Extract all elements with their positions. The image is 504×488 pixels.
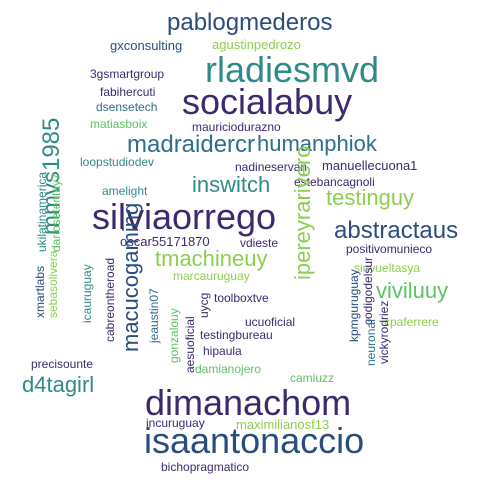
- word-matiasboix: matiasboix: [90, 117, 148, 131]
- word-dariosetentay7: dariosetentay7: [49, 173, 63, 252]
- word-isaantonaccio: isaantonaccio: [144, 420, 365, 461]
- word-gonzalouy: gonzalouy: [167, 308, 181, 363]
- word-sebasolivera: sebasolivera: [46, 250, 60, 318]
- word-fabihercuti: fabihercuti: [100, 85, 156, 99]
- word-kpmguruguay: kpmguruguay: [347, 269, 361, 342]
- word-damianojero: damianojero: [195, 362, 262, 376]
- word-positivomunieco: positivomunieco: [346, 242, 433, 256]
- word-socialabuy: socialabuy: [182, 81, 353, 122]
- word-gxconsulting: gxconsulting: [110, 38, 183, 53]
- word-xmartlabs: xmartlabs: [33, 265, 47, 318]
- word-ipereyrarivero: ipereyrarivero: [290, 145, 315, 281]
- word-abstractaus: abstractaus: [334, 217, 459, 244]
- word-uycg: uycg: [197, 292, 211, 318]
- word-estebancagnoli: estebancagnoli: [294, 175, 375, 189]
- word-maximilianosf13: maximilianosf13: [236, 417, 330, 432]
- word-viviluuy: viviluuy: [376, 278, 449, 303]
- word-silviaorrego: silviaorrego: [92, 196, 277, 237]
- word-manuellecuona1: manuellecuona1: [322, 158, 418, 173]
- word-madraidercr: madraidercr: [127, 131, 256, 158]
- word-mauriciodurazno: mauriciodurazno: [192, 120, 281, 134]
- word-humanphiok: humanphiok: [257, 131, 377, 156]
- word-rladiesmvd: rladiesmvd: [205, 49, 380, 90]
- word-vickyrodriez: vickyrodriez: [377, 300, 391, 364]
- word-precisounte: precisounte: [31, 357, 94, 371]
- word-oscar55171870: oscar55171870: [120, 234, 210, 249]
- word-pablogmederos: pablogmederos: [167, 9, 333, 36]
- word-inswitch: inswitch: [192, 172, 271, 197]
- word-hipaula: hipaula: [203, 344, 242, 358]
- word-bichopragmatico: bichopragmatico: [161, 460, 250, 474]
- word-jeaustin07: jeaustin07: [147, 288, 161, 343]
- word-loopstudiodev: loopstudiodev: [80, 155, 155, 169]
- word-d4tagirl: d4tagirl: [22, 372, 95, 397]
- word-nadineservan: nadineservan: [235, 160, 308, 174]
- word-dimanachom: dimanachom: [145, 382, 352, 423]
- word-agustinpedrozo: agustinpedrozo: [212, 37, 301, 52]
- word-vdieste: vdieste: [240, 236, 279, 250]
- word-cabreontheroad: cabreontheroad: [103, 257, 117, 342]
- word-macucogaming: macucogaming: [118, 202, 143, 352]
- word-cpaferrere: cpaferrere: [384, 315, 439, 329]
- word-tmachineuy: tmachineuy: [155, 246, 268, 271]
- word-neuronaf: neuronaf: [364, 318, 378, 366]
- word-marcauruguay: marcauruguay: [173, 269, 250, 283]
- word-aesuoficial: aesuoficial: [183, 316, 197, 373]
- word-ucuoficial: ucuoficial: [245, 315, 296, 329]
- word-dsensetech: dsensetech: [96, 100, 158, 114]
- word-amelight: amelight: [102, 184, 148, 198]
- word-sinvueltasya: sinvueltasya: [354, 261, 421, 275]
- word-icauruguay: icauruguay: [80, 264, 94, 323]
- word-testingbureau: testingbureau: [200, 328, 273, 342]
- word-3gsmartgroup: 3gsmartgroup: [90, 67, 165, 81]
- word-toolboxtve: toolboxtve: [214, 291, 269, 305]
- word-codigodelsur: codigodelsur: [361, 256, 375, 325]
- word-ukilatinamerica: ukilatinamerica: [35, 171, 49, 252]
- word-testinguy: testinguy: [326, 185, 415, 210]
- word-incuruguay: incuruguay: [146, 416, 205, 430]
- word-camluzz: camluzz: [290, 371, 335, 385]
